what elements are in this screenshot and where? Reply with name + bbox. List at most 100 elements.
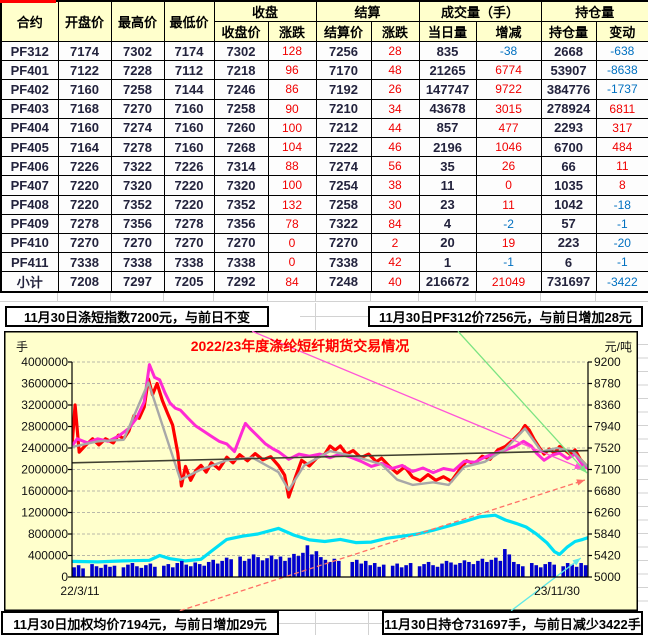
- cell-low[interactable]: 7278: [163, 213, 215, 234]
- cell-low[interactable]: 7160: [163, 98, 215, 119]
- cell-oi_chg[interactable]: -1: [595, 213, 648, 234]
- cell-contract[interactable]: PF407: [0, 175, 59, 196]
- cell-settle_chg[interactable]: 26: [370, 79, 420, 100]
- cell-close_chg[interactable]: 78: [267, 213, 317, 234]
- cell-settle[interactable]: 7192: [315, 79, 372, 100]
- cell-close[interactable]: 7314: [213, 156, 269, 177]
- header-close[interactable]: 收盘价: [213, 21, 269, 42]
- cell-open[interactable]: 7226: [57, 156, 112, 177]
- cell-close[interactable]: 7260: [213, 117, 269, 138]
- banner-weighted-avg-price[interactable]: 11月30日加权均价7194元，与前日增加29元: [1, 611, 279, 635]
- cell-settle_chg[interactable]: 46: [370, 136, 420, 158]
- cell-oi_chg[interactable]: -8638: [595, 60, 648, 81]
- banner-open-interest[interactable]: 11月30日持仓731697手，与前日减少3422手: [382, 611, 643, 635]
- cell-close_chg[interactable]: 88: [267, 156, 317, 177]
- header-settle-chg[interactable]: 涨跌: [370, 21, 420, 42]
- cell-contract[interactable]: PF404: [0, 117, 59, 138]
- cell-settle_chg[interactable]: 2: [370, 232, 420, 254]
- cell-vol_chg[interactable]: 3015: [475, 98, 542, 119]
- cell-oi_chg[interactable]: 317: [595, 117, 648, 138]
- cell-low[interactable]: 7220: [163, 194, 215, 215]
- cell-settle_chg[interactable]: 42: [370, 252, 420, 273]
- cell-close_chg[interactable]: 100: [267, 117, 317, 138]
- cell-low[interactable]: 7174: [163, 40, 215, 62]
- cell-high[interactable]: 7320: [110, 175, 165, 196]
- cell-contract[interactable]: PF401: [0, 60, 59, 81]
- cell-oi[interactable]: 53907: [540, 60, 597, 81]
- cell-volume[interactable]: 35: [418, 156, 477, 177]
- cell-settle[interactable]: 7212: [315, 117, 372, 138]
- cell-settle_chg[interactable]: 40: [370, 271, 420, 293]
- cell-high[interactable]: 7270: [110, 232, 165, 254]
- cell-close_chg[interactable]: 96: [267, 60, 317, 81]
- cell-close[interactable]: 7268: [213, 136, 269, 158]
- cell-volume[interactable]: 21265: [418, 60, 477, 81]
- cell-close[interactable]: 7218: [213, 60, 269, 81]
- cell-vol_chg[interactable]: 6774: [475, 60, 542, 81]
- cell-volume[interactable]: 4: [418, 213, 477, 234]
- cell-close[interactable]: 7352: [213, 194, 269, 215]
- cell-volume[interactable]: 2196: [418, 136, 477, 158]
- cell-settle_chg[interactable]: 48: [370, 60, 420, 81]
- cell-close[interactable]: 7270: [213, 232, 269, 254]
- banner-pf312-price[interactable]: 11月30日PF312价7256元，与前日增加28元: [368, 306, 643, 327]
- cell-oi[interactable]: 223: [540, 232, 597, 254]
- cell-volume[interactable]: 11: [418, 175, 477, 196]
- cell-settle_chg[interactable]: 56: [370, 156, 420, 177]
- cell-oi[interactable]: 2293: [540, 117, 597, 138]
- cell-oi_chg[interactable]: -638: [595, 40, 648, 62]
- cell-open[interactable]: 7278: [57, 213, 112, 234]
- header-oi-chg[interactable]: 变动: [595, 21, 648, 42]
- cell-oi[interactable]: 66: [540, 156, 597, 177]
- cell-low[interactable]: 7270: [163, 232, 215, 254]
- cell-open[interactable]: 7122: [57, 60, 112, 81]
- header-volume[interactable]: 当日量: [418, 21, 477, 42]
- cell-oi_chg[interactable]: -18: [595, 194, 648, 215]
- cell-contract[interactable]: PF312: [0, 40, 59, 62]
- cell-oi[interactable]: 6700: [540, 136, 597, 158]
- cell-low[interactable]: 7112: [163, 60, 215, 81]
- header-contract[interactable]: 合约: [0, 0, 59, 42]
- cell-settle[interactable]: 7210: [315, 98, 372, 119]
- cell-close_chg[interactable]: 90: [267, 98, 317, 119]
- cell-contract[interactable]: PF409: [0, 213, 59, 234]
- cell-settle[interactable]: 7222: [315, 136, 372, 158]
- cell-close[interactable]: 7320: [213, 175, 269, 196]
- cell-close[interactable]: 7338: [213, 252, 269, 273]
- cell-close_chg[interactable]: 0: [267, 232, 317, 254]
- cell-settle_chg[interactable]: 28: [370, 40, 420, 62]
- cell-low[interactable]: 7144: [163, 79, 215, 100]
- cell-settle[interactable]: 7274: [315, 156, 372, 177]
- cell-high[interactable]: 7338: [110, 252, 165, 273]
- cell-oi[interactable]: 278924: [540, 98, 597, 119]
- cell-close[interactable]: 7258: [213, 98, 269, 119]
- cell-high[interactable]: 7322: [110, 156, 165, 177]
- cell-vol_chg[interactable]: 11: [475, 194, 542, 215]
- cell-settle[interactable]: 7170: [315, 60, 372, 81]
- header-oi-group[interactable]: 持仓量: [540, 0, 648, 22]
- header-settle[interactable]: 结算价: [315, 21, 372, 42]
- cell-vol_chg[interactable]: 9722: [475, 79, 542, 100]
- cell-high[interactable]: 7297: [110, 271, 165, 293]
- cell-volume[interactable]: 43678: [418, 98, 477, 119]
- cell-oi_chg[interactable]: 11: [595, 156, 648, 177]
- cell-high[interactable]: 7274: [110, 117, 165, 138]
- header-vol-chg[interactable]: 增减: [475, 21, 542, 42]
- cell-low[interactable]: 7220: [163, 175, 215, 196]
- cell-open[interactable]: 7160: [57, 117, 112, 138]
- cell-low[interactable]: 7205: [163, 271, 215, 293]
- cell-contract[interactable]: PF406: [0, 156, 59, 177]
- cell-contract[interactable]: PF411: [0, 252, 59, 273]
- cell-volume[interactable]: 857: [418, 117, 477, 138]
- cell-contract[interactable]: PF408: [0, 194, 59, 215]
- cell-low[interactable]: 7160: [163, 117, 215, 138]
- cell-vol_chg[interactable]: -1: [475, 252, 542, 273]
- cell-open[interactable]: 7220: [57, 194, 112, 215]
- cell-settle[interactable]: 7270: [315, 232, 372, 254]
- cell-oi[interactable]: 1042: [540, 194, 597, 215]
- cell-vol_chg[interactable]: -38: [475, 40, 542, 62]
- cell-close_chg[interactable]: 100: [267, 175, 317, 196]
- cell-open[interactable]: 7270: [57, 232, 112, 254]
- cell-settle_chg[interactable]: 34: [370, 98, 420, 119]
- cell-settle[interactable]: 7254: [315, 175, 372, 196]
